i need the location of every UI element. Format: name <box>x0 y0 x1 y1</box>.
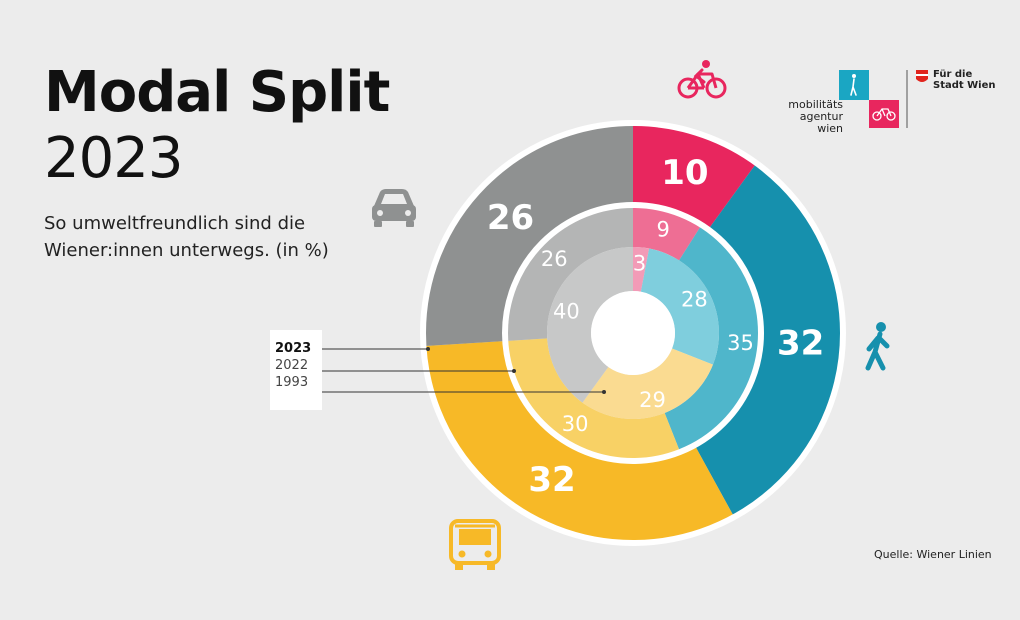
legend-item-2022: 2022 <box>275 358 309 373</box>
value-label-2022-car: 26 <box>541 247 568 271</box>
agency-text-line-1: mobilitäts <box>788 98 843 111</box>
slice-2023-bike <box>633 123 757 230</box>
slice-1993-transit <box>582 348 713 419</box>
logo-bike-icon <box>872 108 896 121</box>
ring-separator-inner <box>502 202 764 464</box>
car-icon <box>372 189 416 227</box>
vienna-text-line-1: Für die <box>933 69 973 80</box>
leader-1993-dot <box>602 390 606 394</box>
chart-subtitle: So umweltfreundlich sind die Wiener:inne… <box>44 213 329 261</box>
value-label-2023-car: 26 <box>487 198 534 238</box>
chart-year: 2023 <box>44 126 184 191</box>
leader-2023-dot <box>426 347 430 351</box>
legend-item-1993: 1993 <box>275 375 309 390</box>
slice-2022-car <box>505 205 633 342</box>
vienna-text-line-2: Stadt Wien <box>933 80 996 91</box>
value-labels: 10 32 32 26 9 35 30 26 3 28 29 40 <box>487 153 824 500</box>
value-label-2022-transit: 30 <box>562 412 589 436</box>
legend-leader-lines <box>322 347 606 394</box>
mobility-agency-logo <box>839 70 928 128</box>
slice-2023-walk <box>694 163 843 518</box>
chart-title: Modal Split <box>44 60 390 125</box>
value-label-2022-walk: 35 <box>727 331 754 355</box>
bus-icon <box>449 519 501 570</box>
value-label-1993-transit: 29 <box>639 388 666 412</box>
donut-rings <box>423 123 843 544</box>
value-label-1993-bike: 3 <box>633 251 646 275</box>
value-label-1993-car: 40 <box>553 299 580 323</box>
agency-text-line-3: wien <box>817 122 843 135</box>
slice-1993-car <box>547 247 633 403</box>
pedestrian-icon <box>865 322 890 371</box>
value-label-2023-transit: 32 <box>528 460 575 500</box>
bicycle-icon <box>677 60 727 99</box>
slice-2023-car <box>423 123 633 347</box>
ring-separator-outer <box>420 120 846 546</box>
source-note: Quelle: Wiener Linien <box>874 548 992 561</box>
value-label-2023-walk: 32 <box>777 324 824 364</box>
slice-1993-bike <box>633 247 650 292</box>
value-label-1993-walk: 28 <box>681 287 708 311</box>
slice-2022-transit <box>505 338 681 461</box>
logo-walk-icon <box>850 74 857 96</box>
value-label-2023-bike: 10 <box>661 153 708 193</box>
agency-text-line-2: agentur <box>799 110 843 123</box>
value-label-2022-bike: 9 <box>656 217 669 241</box>
legend-box <box>270 330 322 410</box>
legend-item-2023: 2023 <box>275 341 312 356</box>
slice-1993-walk <box>640 248 719 365</box>
donut-hole <box>591 291 675 375</box>
slice-2022-walk <box>664 224 761 453</box>
leader-2022-dot <box>512 369 516 373</box>
